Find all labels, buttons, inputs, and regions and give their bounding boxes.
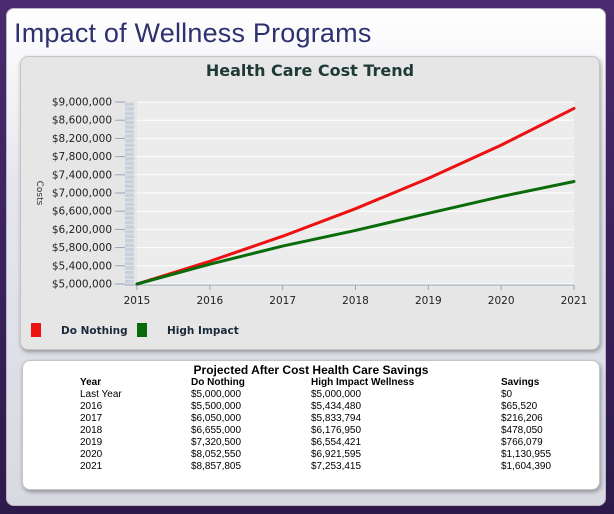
x-tick-label: 2017 [269, 295, 296, 307]
table-cell: $1,130,955 [501, 449, 552, 460]
table-cell: $8,052,550 [191, 449, 242, 460]
table-header-cell: Do Nothing [191, 377, 245, 388]
y-tick-label: $8,200,000 [52, 133, 112, 145]
y-tick-label: $6,600,000 [52, 206, 112, 218]
legend-label: Do Nothing [61, 325, 128, 337]
savings-table-panel: Projected After Cost Health Care Savings… [22, 360, 600, 490]
legend-swatch [31, 323, 41, 337]
table-cell: $7,253,415 [311, 461, 362, 472]
table-cell: $1,604,390 [501, 461, 552, 472]
chart-title: Health Care Cost Trend [205, 61, 415, 80]
y-tick-label: $6,200,000 [52, 224, 112, 236]
table-cell: $766,079 [501, 437, 543, 448]
table-cell: 2021 [80, 461, 103, 472]
table-cell: $7,320,500 [191, 437, 242, 448]
table-cell: Last Year [80, 389, 122, 400]
high-impact-column: High Impact Wellness $5,000,000 $5,434,480… [311, 377, 414, 473]
y-tick-label: $7,400,000 [52, 169, 112, 181]
x-tick-label: 2018 [342, 295, 369, 307]
y-tick-label: $8,600,000 [52, 115, 112, 127]
table-cell: $6,655,000 [191, 425, 242, 436]
x-tick-label: 2021 [561, 295, 588, 307]
table-cell: $6,554,421 [311, 437, 362, 448]
table-cell: $8,857,805 [191, 461, 242, 472]
table-cell: $5,434,480 [311, 401, 362, 412]
y-axis-title: Costs [34, 181, 44, 206]
table-cell: $0 [501, 389, 513, 400]
table-header-cell: Year [80, 377, 102, 388]
year-column: Year Last Year 2016 2017 2018 2019 2020 2021 [80, 377, 122, 473]
x-tick-label: 2015 [124, 295, 151, 307]
table-header-cell: Savings [501, 377, 540, 388]
x-tick-label: 2019 [415, 295, 442, 307]
table-cell: $478,050 [501, 425, 543, 436]
y-tick-label: $5,000,000 [52, 279, 112, 291]
series-line-do-nothing [135, 106, 576, 286]
table-cell: 2019 [80, 437, 103, 448]
y-tick-label: $7,800,000 [52, 151, 112, 163]
savings-column: Savings $0 $65,520 $216,206 $478,050 $766,079… [501, 377, 551, 473]
page-title: Impact of Wellness Programs [14, 18, 372, 48]
table-cell: 2016 [80, 401, 103, 412]
y-tick-label: $5,800,000 [52, 242, 112, 254]
chart-panel: $9,000,000 $8,600,000 $8,200,000 $7,800,000… [20, 56, 600, 350]
legend-swatch [137, 323, 147, 337]
table-cell: $6,921,595 [311, 449, 362, 460]
y-tick-label: $7,000,000 [52, 188, 112, 200]
table-cell: $6,050,000 [191, 413, 242, 424]
do-nothing-column: Do Nothing $5,000,000 $5,500,000 $6,050,000… [191, 377, 245, 473]
table-cell: $5,833,794 [311, 413, 362, 424]
y-tick-label: $5,400,000 [52, 260, 112, 272]
x-tick-label: 2020 [488, 295, 515, 307]
table-cell: 2020 [80, 449, 103, 460]
table-cell: $65,520 [501, 401, 538, 412]
table-cell: $5,500,000 [191, 401, 242, 412]
table-header-cell: High Impact Wellness [311, 377, 415, 388]
series-line-high-impact [135, 179, 576, 286]
cost-trend-chart: $9,000,000 $8,600,000 $8,200,000 $7,800,000… [31, 97, 588, 337]
table-cell: 2017 [80, 413, 103, 424]
y-tick-label: $9,000,000 [52, 97, 112, 109]
x-tick-label: 2016 [196, 295, 223, 307]
table-cell: 2018 [80, 425, 103, 436]
legend-label: High Impact [167, 325, 239, 337]
table-cell: $5,000,000 [311, 389, 362, 400]
table-cell: $5,000,000 [191, 389, 242, 400]
table-title: Projected After Cost Health Care Savings [193, 363, 429, 377]
table-cell: $6,176,950 [311, 425, 362, 436]
table-cell: $216,206 [501, 413, 543, 424]
